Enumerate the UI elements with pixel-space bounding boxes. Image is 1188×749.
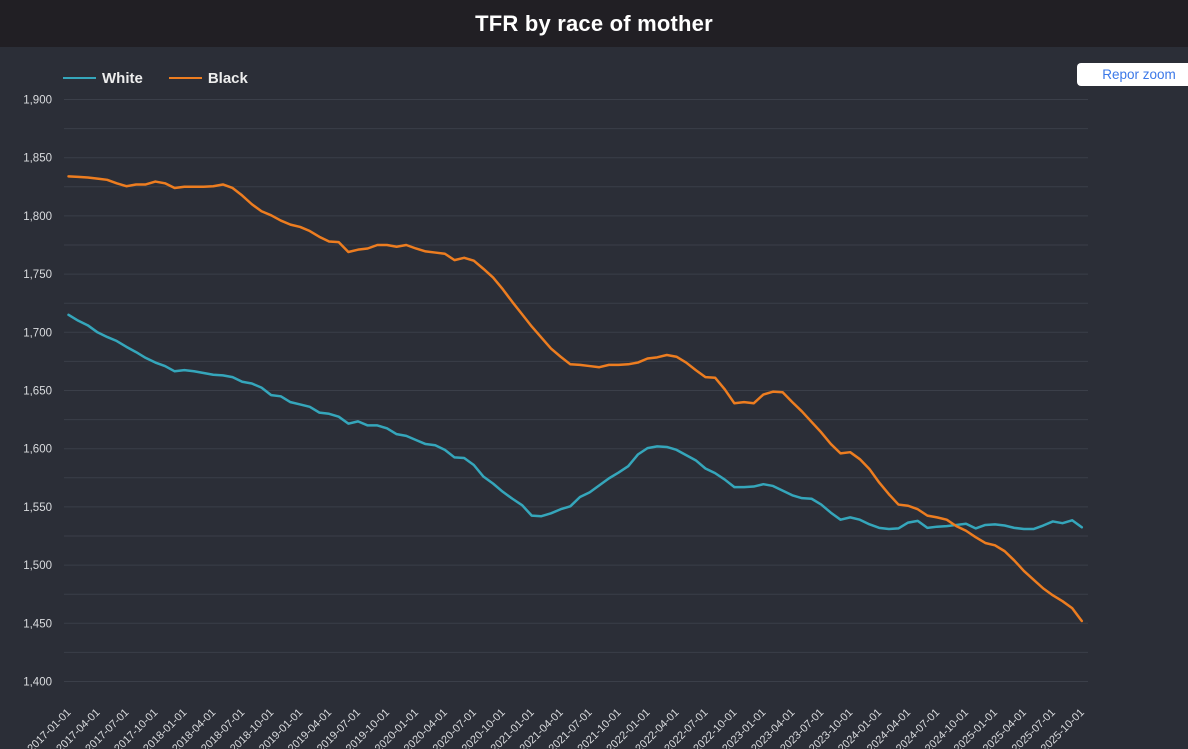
y-axis-label: 1,450 — [23, 618, 52, 630]
chart-plot-area[interactable]: 1,400 1,450 1,500 1,550 1,600 1,650 1,700 1,750… — [0, 47, 1188, 749]
reset-zoom-button[interactable]: Repor zoom — [1077, 63, 1188, 86]
y-axis-label: 1,400 — [23, 677, 52, 689]
legend: White Black — [63, 66, 248, 90]
series-line-black — [67, 175, 1084, 623]
y-axis-label: 1,900 — [23, 95, 52, 107]
white-line-icon — [63, 77, 96, 79]
y-axis-label: 1,500 — [23, 560, 52, 572]
y-axis-label: 1,550 — [23, 502, 52, 514]
y-axis-label: 1,800 — [23, 211, 52, 223]
legend-item-black[interactable]: Black — [168, 69, 248, 87]
series-line-white — [67, 313, 1084, 531]
chart-header: TFR by race of mother — [0, 0, 1188, 47]
y-axis-label: 1,750 — [23, 269, 52, 281]
chart-title: TFR by race of mother — [475, 10, 713, 36]
y-axis-label: 1,700 — [23, 327, 52, 339]
y-axis-label: 1,600 — [23, 444, 52, 456]
y-axis-label: 1,650 — [23, 386, 52, 398]
legend-item-white[interactable]: White — [63, 70, 143, 87]
y-axis-label: 1,850 — [23, 153, 52, 165]
black-line-icon — [168, 77, 202, 79]
legend-label-white: White — [102, 69, 143, 87]
legend-label-black: Black — [207, 69, 248, 87]
reset-zoom-label: Repor zoom — [1102, 67, 1176, 82]
